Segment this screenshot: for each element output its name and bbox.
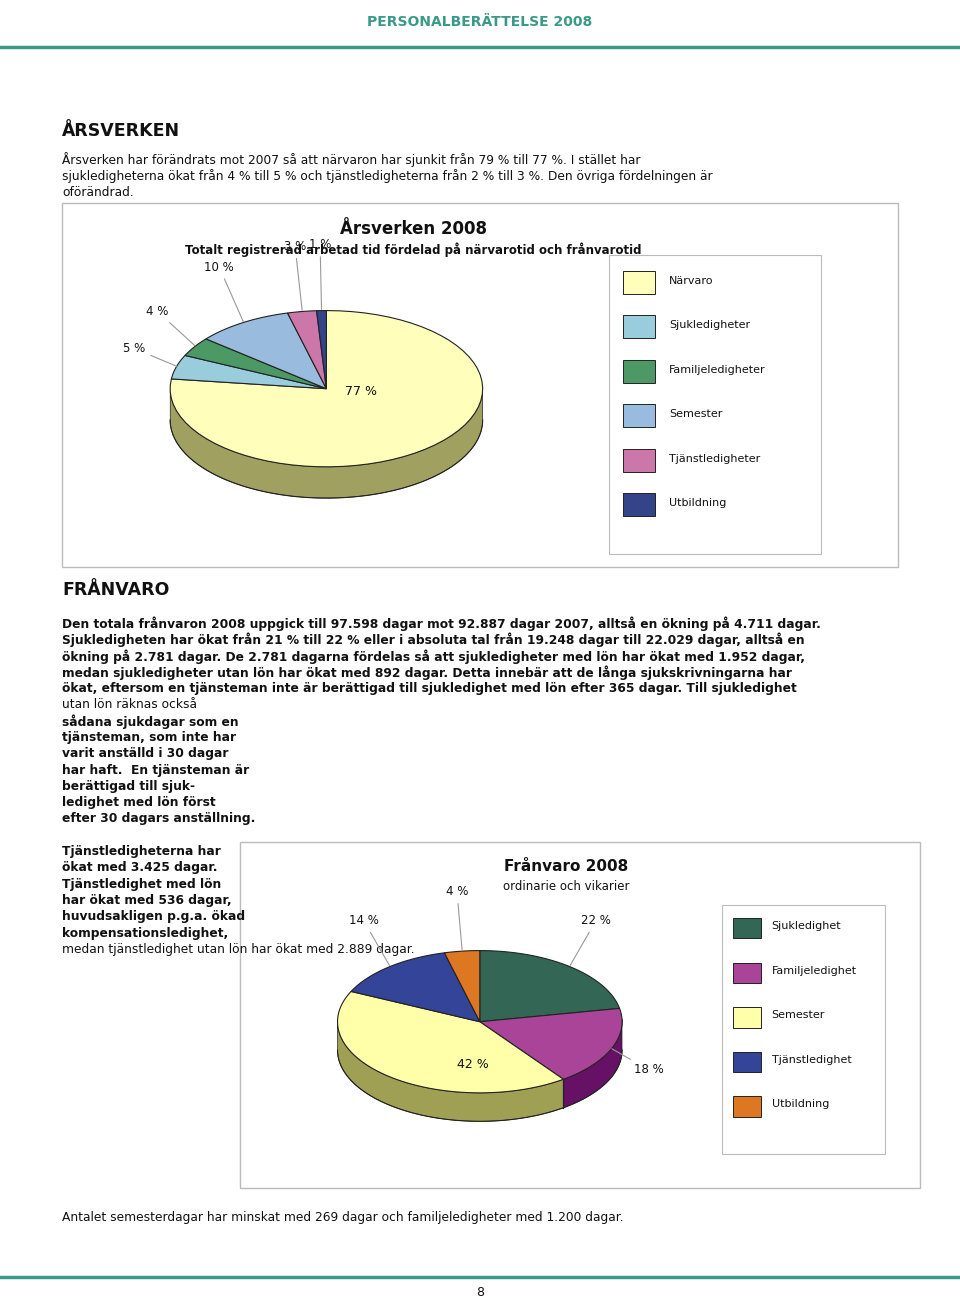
Text: 10 %: 10 %: [204, 261, 243, 322]
Bar: [732, 919, 761, 938]
Polygon shape: [288, 310, 326, 388]
Text: kompensationsledighet,: kompensationsledighet,: [62, 926, 228, 939]
Text: ökat med 3.425 dagar.: ökat med 3.425 dagar.: [62, 861, 218, 874]
Text: har ökat med 536 dagar,: har ökat med 536 dagar,: [62, 894, 231, 907]
Polygon shape: [170, 310, 483, 466]
Bar: [623, 360, 656, 383]
Text: Utbildning: Utbildning: [772, 1100, 829, 1109]
Text: efter 30 dagars anställning.: efter 30 dagars anställning.: [62, 813, 255, 826]
Text: PERSONALBERÄTTELSE 2008: PERSONALBERÄTTELSE 2008: [368, 16, 592, 29]
FancyBboxPatch shape: [62, 203, 898, 567]
Text: ökning på 2.781 dagar. De 2.781 dagarna fördelas så att sjukledigheter med lön h: ökning på 2.781 dagar. De 2.781 dagarna …: [62, 649, 805, 663]
Polygon shape: [317, 310, 326, 388]
Text: Semester: Semester: [669, 409, 723, 420]
Polygon shape: [171, 356, 326, 388]
Text: Närvaro: Närvaro: [669, 276, 713, 285]
Polygon shape: [444, 951, 480, 1022]
Text: 18 %: 18 %: [612, 1049, 664, 1076]
Text: Sjukledigheten har ökat från 21 % till 22 % eller i absoluta tal från 19.248 dag: Sjukledigheten har ökat från 21 % till 2…: [62, 633, 804, 648]
Polygon shape: [564, 1019, 622, 1108]
Text: varit anställd i 30 dagar: varit anställd i 30 dagar: [62, 747, 228, 760]
Polygon shape: [206, 313, 326, 388]
Text: huvudsakligen p.g.a. ökad: huvudsakligen p.g.a. ökad: [62, 911, 245, 924]
Polygon shape: [480, 1009, 622, 1079]
Text: FRÅNVARO: FRÅNVARO: [62, 581, 169, 599]
Text: sjukledigheterna ökat från 4 % till 5 % och tjänstledigheterna från 2 % till 3 %: sjukledigheterna ökat från 4 % till 5 % …: [62, 168, 712, 182]
FancyBboxPatch shape: [240, 842, 920, 1187]
Text: tjänsteman, som inte har: tjänsteman, som inte har: [62, 731, 236, 744]
Text: ordinarie och vikarier: ordinarie och vikarier: [503, 880, 630, 893]
Text: ÅRSVERKEN: ÅRSVERKEN: [62, 122, 180, 141]
Bar: [732, 1007, 761, 1028]
Text: Tjänstledigheterna har: Tjänstledigheterna har: [62, 846, 221, 859]
Text: Utbildning: Utbildning: [669, 498, 727, 508]
Text: 4 %: 4 %: [445, 885, 468, 950]
Bar: [623, 271, 656, 293]
Text: Tjänstledighet med lön: Tjänstledighet med lön: [62, 878, 221, 891]
Text: 4 %: 4 %: [146, 305, 195, 345]
Text: medan tjänstledighet utan lön har ökat med 2.889 dagar.: medan tjänstledighet utan lön har ökat m…: [62, 943, 415, 956]
Text: Familjeledighet: Familjeledighet: [772, 966, 856, 976]
Text: 42 %: 42 %: [457, 1058, 489, 1071]
Bar: [732, 1096, 761, 1117]
Text: berättigad till sjuk-: berättigad till sjuk-: [62, 779, 195, 792]
FancyBboxPatch shape: [722, 904, 885, 1154]
Text: 3 %: 3 %: [284, 240, 306, 310]
Text: utan lön räknas också: utan lön räknas också: [62, 698, 197, 711]
Text: sådana sjukdagar som en: sådana sjukdagar som en: [62, 714, 239, 730]
Polygon shape: [338, 992, 564, 1093]
Text: Totalt registrerad arbetad tid fördelad på närvarotid och frånvarotid: Totalt registrerad arbetad tid fördelad …: [185, 242, 641, 257]
Text: Tjänstledighet: Tjänstledighet: [772, 1055, 852, 1065]
Text: oförändrad.: oförändrad.: [62, 185, 133, 198]
Text: 14 %: 14 %: [348, 915, 390, 966]
Text: Sjukledighet: Sjukledighet: [772, 921, 841, 932]
Polygon shape: [338, 1019, 564, 1122]
Polygon shape: [170, 388, 483, 498]
Text: 77 %: 77 %: [345, 386, 376, 399]
Bar: [623, 494, 656, 516]
Bar: [732, 1052, 761, 1072]
Bar: [623, 404, 656, 427]
FancyBboxPatch shape: [610, 254, 821, 554]
Text: 8: 8: [476, 1286, 484, 1299]
Text: 5 %: 5 %: [123, 341, 177, 366]
Polygon shape: [480, 951, 619, 1022]
Polygon shape: [185, 339, 326, 388]
Text: 1 %: 1 %: [309, 238, 331, 309]
Text: Semester: Semester: [772, 1010, 825, 1020]
Text: medan sjukledigheter utan lön har ökat med 892 dagar. Detta innebär att de långa: medan sjukledigheter utan lön har ökat m…: [62, 666, 792, 680]
Text: 22 %: 22 %: [570, 915, 611, 966]
Bar: [623, 315, 656, 337]
Text: Årsverken 2008: Årsverken 2008: [340, 220, 487, 238]
Text: Sjukledigheter: Sjukledigheter: [669, 321, 751, 330]
Text: Frånvaro 2008: Frånvaro 2008: [504, 859, 629, 874]
Bar: [623, 448, 656, 472]
Text: Familjeledigheter: Familjeledigheter: [669, 365, 766, 374]
Text: ledighet med lön först: ledighet med lön först: [62, 796, 216, 809]
Text: Tjänstledigheter: Tjänstledigheter: [669, 453, 760, 464]
Text: har haft.  En tjänsteman är: har haft. En tjänsteman är: [62, 764, 250, 777]
Polygon shape: [351, 952, 480, 1022]
Text: Årsverken har förändrats mot 2007 så att närvaron har sjunkit från 79 % till 77 : Årsverken har förändrats mot 2007 så att…: [62, 152, 640, 167]
Bar: [732, 963, 761, 982]
Text: Antalet semesterdagar har minskat med 269 dagar och familjeledigheter med 1.200 : Antalet semesterdagar har minskat med 26…: [62, 1210, 624, 1224]
Text: Den totala frånvaron 2008 uppgick till 97.598 dagar mot 92.887 dagar 2007, allts: Den totala frånvaron 2008 uppgick till 9…: [62, 616, 821, 631]
Text: ökat, eftersom en tjänsteman inte är berättigad till sjukledighet med lön efter : ökat, eftersom en tjänsteman inte är ber…: [62, 681, 797, 694]
